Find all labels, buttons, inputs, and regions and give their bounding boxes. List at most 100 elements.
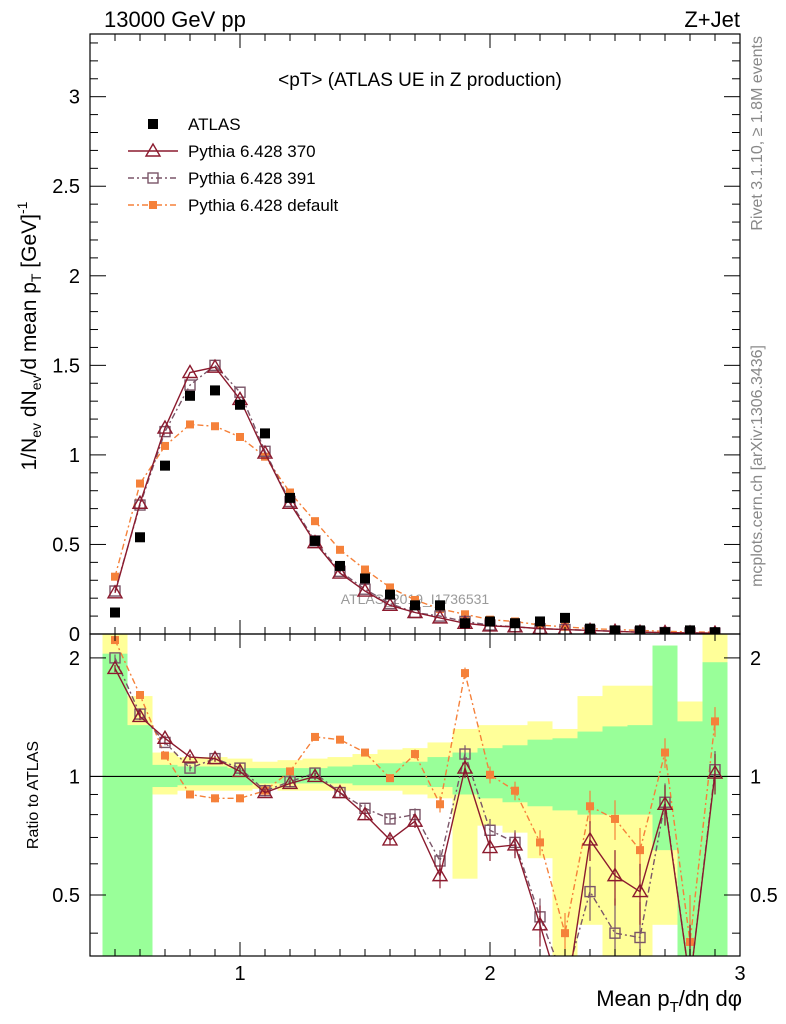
main-point-atlas: [435, 600, 445, 611]
ratio-point-pythia-6-428-default: [461, 669, 469, 678]
ratio-point-pythia-6-428-default: [361, 748, 369, 757]
ratio-point-pythia-6-428-370: [531, 916, 549, 931]
ratio-y-tick-label-left: 2: [69, 648, 80, 670]
legend-entry-atlas: ATLAS: [148, 115, 241, 134]
ratio-point-pythia-6-428-370: [581, 831, 599, 846]
ratio-point-pythia-6-428-default: [386, 774, 394, 783]
ratio-point-pythia-6-428-default: [311, 732, 319, 741]
main-point-pythia-6-428-370: [156, 419, 174, 434]
main-point-pythia-6-428-370: [131, 494, 149, 509]
main-point-pythia-6-428-370: [206, 358, 224, 373]
main-point-atlas: [135, 532, 145, 543]
legend: ATLAS Pythia 6.428 370 Pythia 6.428 391 Pyt…: [128, 115, 339, 215]
ratio-point-pythia-6-428-370: [181, 748, 199, 763]
main-y-tick-label: 0: [69, 624, 80, 646]
main-point-atlas: [210, 385, 220, 396]
ratio-point-pythia-6-428-370: [306, 768, 324, 783]
x-tick-label: 1: [234, 963, 245, 985]
ratio-point-pythia-6-428-default: [236, 794, 244, 803]
legend-marker-atlas: [148, 119, 158, 129]
legend-marker-pythia-6-428-default: [149, 201, 157, 209]
x-axis-label: Mean pT/dη dφ: [596, 986, 742, 1016]
main-point-atlas: [285, 492, 295, 503]
main-point-pythia-6-428-default: [111, 572, 119, 581]
main-y-axis-label: 1/Nev dNev/d mean pT [GeV]-1: [14, 201, 44, 470]
main-point-pythia-6-428-default: [361, 565, 369, 574]
ratio-y-tick-label-right: 0.5: [750, 885, 778, 907]
main-point-pythia-6-428-370: [406, 604, 424, 619]
main-point-atlas: [160, 460, 170, 471]
ratio-y-tick-label-left: 0.5: [52, 885, 80, 907]
main-point-pythia-6-428-370: [356, 582, 374, 597]
legend-entry-pythia-6-428-370: Pythia 6.428 370: [128, 142, 316, 161]
legend-marker-pythia-6-428-370: [144, 142, 162, 157]
main-y-tick-label: 3: [69, 87, 80, 109]
main-point-atlas: [410, 600, 420, 611]
main-y-tick-label: 0.5: [52, 534, 80, 556]
main-point-pythia-6-428-default: [461, 610, 469, 619]
main-point-atlas: [535, 616, 545, 627]
ratio-point-pythia-6-428-default: [611, 814, 619, 823]
ratio-point-pythia-6-428-default: [211, 794, 219, 803]
main-y-tick-label: 1: [69, 445, 80, 467]
ratio-point-pythia-6-428-391: [384, 813, 396, 825]
ratio-band-green: [102, 653, 128, 956]
main-point-pythia-6-428-default: [136, 479, 144, 488]
ratio-point-pythia-6-428-391: [560, 977, 570, 987]
ratio-point-pythia-6-428-370: [231, 763, 249, 778]
main-point-pythia-6-428-default: [311, 517, 319, 526]
main-point-pythia-6-428-default: [336, 545, 344, 554]
legend-entry-pythia-6-428-default: Pythia 6.428 default: [128, 196, 339, 215]
main-point-pythia-6-428-default: [161, 441, 169, 450]
ratio-point-pythia-6-428-370: [356, 806, 374, 821]
ratio-band-green: [527, 739, 553, 807]
ratio-point-pythia-6-428-default: [561, 929, 569, 938]
ratio-point-pythia-6-428-370: [381, 831, 399, 846]
ratio-point-pythia-6-428-370: [456, 759, 474, 774]
main-y-tick-label: 1.5: [52, 355, 80, 377]
main-point-pythia-6-428-default: [386, 583, 394, 592]
ratio-point-pythia-6-428-391: [584, 885, 596, 898]
main-point-atlas: [560, 612, 570, 623]
ratio-point-pythia-6-428-370: [631, 883, 649, 898]
ratio-point-pythia-6-428-370: [281, 775, 299, 790]
ratio-band-green: [402, 761, 428, 786]
ratio-point-pythia-6-428-default: [586, 802, 594, 811]
ratio-band-green: [627, 725, 653, 815]
ratio-point-pythia-6-428-default: [511, 786, 519, 795]
main-point-pythia-6-428-default: [236, 432, 244, 441]
main-point-pythia-6-428-default: [561, 622, 569, 631]
main-point-atlas: [110, 607, 120, 618]
main-y-tick-label: 2.5: [52, 176, 80, 198]
ratio-point-pythia-6-428-default: [411, 750, 419, 759]
ratio-band-green: [327, 766, 353, 784]
ratio-point-pythia-6-428-default: [436, 800, 444, 809]
legend-label: Pythia 6.428 370: [188, 142, 316, 161]
main-point-pythia-6-428-default: [286, 488, 294, 497]
x-tick-label: 3: [734, 963, 745, 985]
ratio-point-pythia-6-428-370: [656, 795, 674, 810]
ratio-point-pythia-6-428-default: [286, 767, 294, 776]
ratio-point-pythia-6-428-370: [331, 784, 349, 799]
ratio-point-pythia-6-428-370: [131, 708, 149, 723]
ratio-point-pythia-6-428-default: [486, 770, 494, 779]
main-point-pythia-6-428-default: [186, 420, 194, 429]
main-point-pythia-6-428-default: [411, 595, 419, 604]
ratio-point-pythia-6-428-default: [161, 751, 169, 760]
ratio-point-pythia-6-428-default: [536, 838, 544, 847]
legend-entry-pythia-6-428-391: Pythia 6.428 391: [128, 169, 316, 188]
main-point-atlas: [385, 589, 395, 600]
legend-label: Pythia 6.428 default: [188, 196, 339, 215]
main-point-pythia-6-428-370: [106, 584, 124, 599]
mcplots-label: mcplots.cern.ch [arXiv:1306.3436]: [749, 345, 766, 587]
ratio-band-green: [602, 726, 628, 815]
ratio-point-pythia-6-428-default: [636, 846, 644, 855]
plot-title: <pT> (ATLAS UE in Z production): [278, 70, 562, 91]
ratio-point-pythia-6-428-370: [706, 764, 724, 779]
main-point-atlas: [335, 560, 345, 571]
ratio-point-pythia-6-428-391: [634, 931, 646, 944]
ratio-point-pythia-6-428-391: [609, 927, 621, 939]
main-point-atlas: [260, 428, 270, 439]
ratio-point-pythia-6-428-391: [184, 762, 196, 774]
ratio-point-pythia-6-428-370: [558, 1000, 572, 1012]
